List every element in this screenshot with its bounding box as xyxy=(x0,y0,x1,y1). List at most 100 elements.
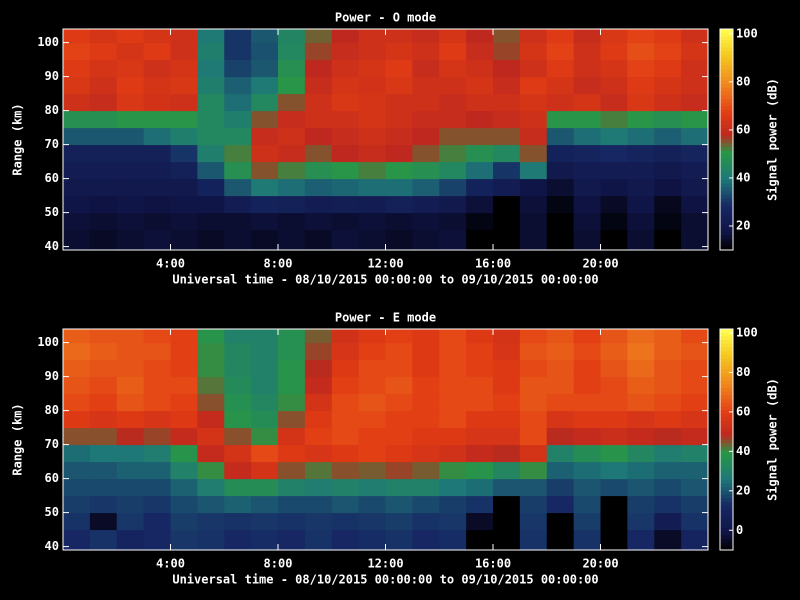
heatmap-cell xyxy=(89,342,118,361)
heatmap-cell xyxy=(304,110,333,129)
heatmap-cell xyxy=(197,444,225,463)
colorbar-segment xyxy=(720,124,733,129)
colorbar-segment xyxy=(720,527,733,533)
heatmap-cell xyxy=(278,342,306,361)
heatmap-cell xyxy=(116,329,145,344)
heatmap-cell xyxy=(466,410,494,429)
heatmap-cell xyxy=(251,410,279,429)
heatmap-cell xyxy=(546,478,575,497)
colorbar-segment xyxy=(720,187,733,192)
heatmap-cell xyxy=(439,59,467,78)
heatmap-cell xyxy=(466,359,494,378)
heatmap-cell xyxy=(278,478,306,497)
heatmap-cell xyxy=(251,359,279,378)
colorbar-segment xyxy=(720,538,733,544)
heatmap-cell xyxy=(143,144,171,163)
heatmap-cell xyxy=(412,229,440,251)
colorbar-segment xyxy=(720,502,733,507)
heatmap-cell xyxy=(600,178,628,197)
heatmap-cell xyxy=(224,393,252,412)
heatmap-cell xyxy=(116,444,145,463)
heatmap-cell xyxy=(170,427,198,446)
heatmap-cell xyxy=(89,461,118,480)
heatmap-cell xyxy=(170,444,198,463)
heatmap-cell xyxy=(304,229,333,251)
heatmap-cell xyxy=(600,410,628,429)
heatmap-cell xyxy=(224,161,252,180)
heatmap-cell xyxy=(278,178,306,197)
heatmap-cell xyxy=(600,342,628,361)
heatmap-cell xyxy=(331,427,360,446)
heatmap-cell xyxy=(251,127,279,146)
colorbar-segment xyxy=(720,468,733,474)
heatmap-cell xyxy=(358,144,386,163)
colorbar-segment xyxy=(720,69,733,74)
heatmap-cell xyxy=(654,161,682,180)
heatmap-cell xyxy=(278,329,306,344)
colorbar-segment xyxy=(720,62,733,67)
heatmap-cell xyxy=(627,393,655,412)
colorbar-segment xyxy=(720,161,733,166)
heatmap-cell xyxy=(143,512,171,531)
heatmap-cell xyxy=(519,512,548,531)
heatmap-cell xyxy=(251,512,279,531)
heatmap-cell xyxy=(681,178,709,197)
heatmap-cell xyxy=(304,495,333,514)
heatmap-cell xyxy=(197,59,225,78)
heatmap-cell xyxy=(358,410,386,429)
heatmap-cell xyxy=(358,59,386,78)
colorbar-segment xyxy=(720,157,733,163)
heatmap-cell xyxy=(412,59,440,78)
y-tick-label: 70 xyxy=(45,137,59,151)
heatmap-cell xyxy=(224,329,252,344)
y-tick-label: 40 xyxy=(45,239,59,253)
heatmap-cell xyxy=(493,359,521,378)
heatmap-cell xyxy=(358,110,386,129)
heatmap-cell xyxy=(573,93,601,112)
heatmap-cell xyxy=(143,76,171,95)
heatmap-cell xyxy=(385,427,413,446)
heatmap-cell xyxy=(143,359,171,378)
colorbar-segment xyxy=(720,213,733,218)
heatmap-cell xyxy=(493,59,521,78)
heatmap-cell xyxy=(385,144,413,163)
heatmap-cell xyxy=(331,93,360,112)
x-axis-label: Universal time - 08/10/2015 00:00:00 to … xyxy=(172,273,598,287)
colorbar-segment xyxy=(720,483,733,488)
heatmap-cell xyxy=(89,127,118,146)
heatmap-cell xyxy=(143,212,171,231)
heatmap-cell xyxy=(493,478,521,497)
heatmap-cell xyxy=(412,444,440,463)
colorbar-tick-label: 40 xyxy=(736,170,750,184)
heatmap-cell xyxy=(170,342,198,361)
heatmap-cell xyxy=(439,161,467,180)
chart-title: Power - E mode xyxy=(335,311,436,325)
heatmap-cell xyxy=(493,76,521,95)
heatmap-cell xyxy=(170,359,198,378)
heatmap-cell xyxy=(358,359,386,378)
heatmap-cell xyxy=(224,144,252,163)
heatmap-cell xyxy=(170,144,198,163)
heatmap-cell xyxy=(143,393,171,412)
heatmap-cell xyxy=(278,512,306,531)
heatmap-cell xyxy=(116,376,145,395)
heatmap-cell xyxy=(63,342,91,361)
heatmap-cell xyxy=(681,29,709,44)
heatmap-cell xyxy=(600,427,628,446)
heatmap-cell xyxy=(251,495,279,514)
heatmap-cell xyxy=(412,410,440,429)
heatmap-cell xyxy=(573,329,601,344)
heatmap-cell xyxy=(385,229,413,251)
heatmap-cell xyxy=(331,376,360,395)
heatmap-cell xyxy=(654,495,682,514)
heatmap-cell xyxy=(170,29,198,44)
heatmap-cell xyxy=(412,461,440,480)
colorbar-segment xyxy=(720,340,733,345)
heatmap-cell xyxy=(573,110,601,129)
colorbar-segment xyxy=(720,454,733,459)
heatmap-cell xyxy=(519,161,548,180)
heatmap-cell xyxy=(546,195,575,214)
heatmap-cell xyxy=(493,393,521,412)
heatmap-cell xyxy=(385,529,413,551)
colorbar-segment xyxy=(720,542,733,547)
